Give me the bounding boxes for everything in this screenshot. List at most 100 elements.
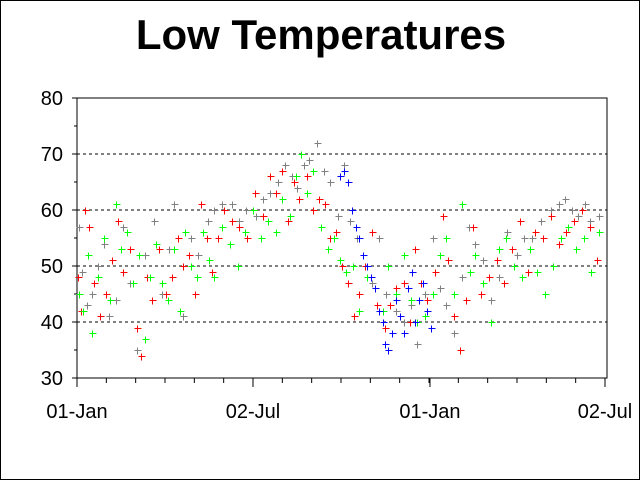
data-point-red [587, 224, 595, 232]
data-point-red [296, 196, 304, 204]
data-point-gray [236, 218, 244, 226]
data-point-red [387, 302, 395, 310]
data-point-gray [306, 157, 314, 165]
data-point-green [459, 201, 467, 209]
data-point-blue [337, 173, 345, 181]
data-point-red [192, 291, 200, 299]
data-point-gray [267, 190, 275, 198]
data-point-red [445, 257, 453, 265]
data-point-gray [521, 235, 529, 243]
data-point-blue [416, 297, 424, 305]
data-point-gray [369, 280, 377, 288]
data-point-red [75, 274, 83, 282]
data-point-green [511, 263, 519, 271]
data-point-gray [556, 201, 564, 209]
data-point-green [113, 201, 121, 209]
data-point-blue [368, 274, 376, 282]
data-point-gray [596, 213, 604, 221]
data-point-red [478, 291, 486, 299]
data-point-green [443, 235, 451, 243]
data-point-green [80, 308, 88, 316]
data-point-green [182, 229, 190, 237]
data-point-gray [422, 291, 430, 299]
data-point-green [304, 190, 312, 198]
data-point-green [136, 252, 144, 260]
data-point-gray [393, 308, 401, 316]
data-point-gray [301, 162, 309, 170]
data-point-green [265, 218, 273, 226]
data-point-blue [345, 179, 353, 187]
data-point-green [542, 291, 550, 299]
data-point-red [82, 207, 90, 215]
data-point-green [519, 274, 527, 282]
data-point-gray [260, 196, 268, 204]
data-point-green [588, 269, 596, 277]
data-point-green [298, 151, 306, 159]
data-point-green [496, 246, 504, 254]
data-point-blue [397, 313, 405, 321]
data-point-red [229, 218, 237, 226]
data-point-blue [389, 330, 397, 338]
data-point-green [279, 196, 287, 204]
data-point-gray [84, 302, 92, 310]
data-point-red [424, 297, 432, 305]
data-point-green [211, 274, 219, 282]
data-point-gray [76, 224, 84, 232]
data-point-red [432, 269, 440, 277]
data-point-gray [134, 347, 142, 355]
data-point-gray [538, 218, 546, 226]
data-point-red [345, 280, 353, 288]
data-point-gray [101, 241, 109, 249]
data-point-green [331, 235, 339, 243]
data-point-gray [472, 241, 480, 249]
data-point-red [204, 235, 212, 243]
data-point-green [343, 269, 351, 277]
data-point-green [85, 252, 93, 260]
data-point-green [472, 252, 480, 260]
data-point-gray [253, 213, 261, 221]
data-point-green [188, 263, 196, 271]
data-point-red [252, 190, 260, 198]
data-point-gray [142, 252, 150, 260]
data-point-green [573, 246, 581, 254]
data-point-gray [195, 252, 203, 260]
data-point-red [571, 218, 579, 226]
data-point-blue [353, 224, 361, 232]
data-point-blue [393, 297, 401, 305]
data-point-red [463, 297, 471, 305]
data-point-blue [428, 325, 436, 333]
data-point-blue [372, 285, 380, 293]
data-point-gray [79, 269, 87, 277]
data-point-red [356, 291, 364, 299]
data-point-red [374, 302, 382, 310]
data-point-blue [412, 319, 420, 327]
data-point-gray [275, 179, 283, 187]
data-point-green [206, 257, 214, 265]
data-point-green [124, 229, 132, 237]
data-point-green [153, 241, 161, 249]
data-point-gray [459, 274, 467, 282]
data-point-red [120, 269, 128, 277]
data-point-red [134, 325, 142, 333]
data-point-gray [95, 263, 103, 271]
data-point-green [130, 280, 138, 288]
data-point-red [486, 274, 494, 282]
data-point-green [558, 235, 566, 243]
data-point-red [244, 235, 252, 243]
data-point-gray [106, 313, 114, 321]
data-point-gray [443, 302, 451, 310]
data-point-gray [205, 218, 213, 226]
data-point-red [109, 257, 117, 265]
data-point-gray [282, 162, 290, 170]
data-point-gray [243, 207, 251, 215]
data-point-gray [451, 330, 459, 338]
data-point-gray [529, 235, 537, 243]
data-point-green [171, 246, 179, 254]
data-point-gray [89, 291, 97, 299]
data-point-red [412, 246, 420, 254]
data-point-red [401, 280, 409, 288]
data-point-green [350, 263, 358, 271]
x-tick-label: 02-Jul [226, 401, 280, 423]
data-point-red [221, 207, 229, 215]
